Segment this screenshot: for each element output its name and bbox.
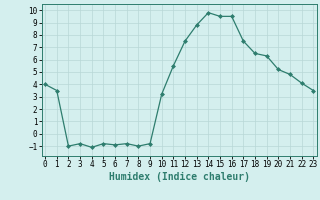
X-axis label: Humidex (Indice chaleur): Humidex (Indice chaleur) <box>109 172 250 182</box>
